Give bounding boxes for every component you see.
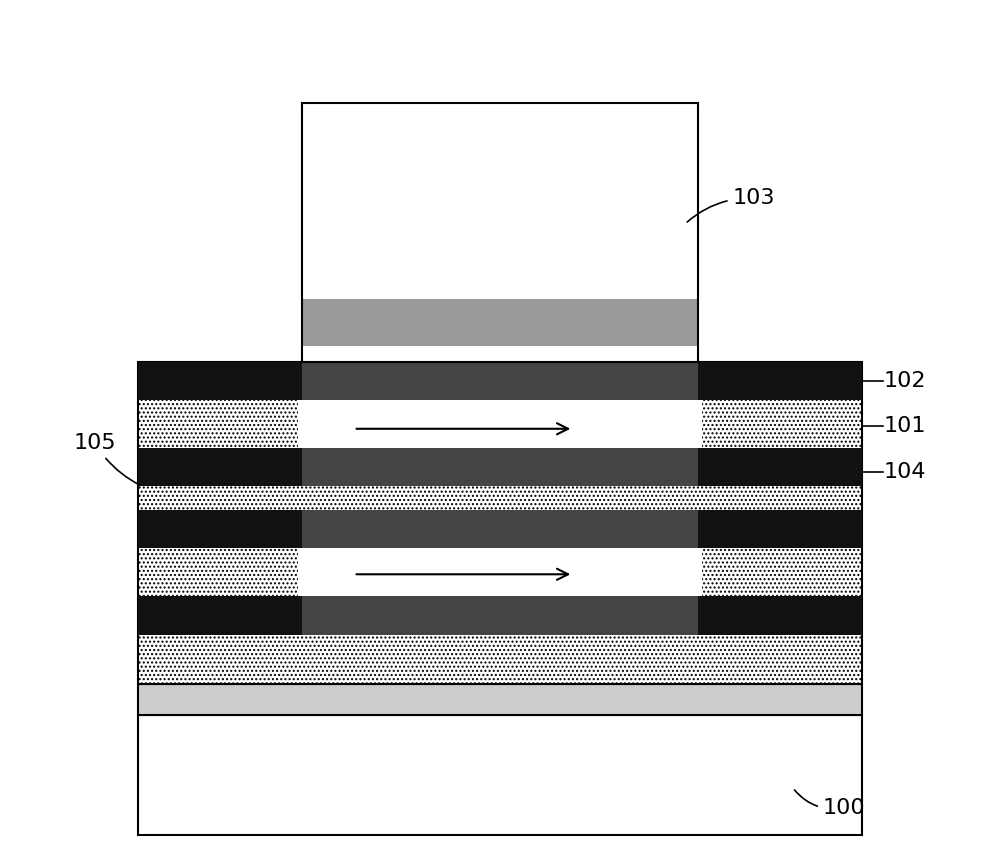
Bar (138, 684, 862, 715)
Bar (138, 596, 862, 635)
Bar (302, 362, 698, 400)
Bar (138, 362, 862, 684)
Bar (138, 510, 862, 548)
Text: 100: 100 (794, 790, 866, 818)
Text: 103: 103 (687, 188, 775, 222)
Bar (302, 596, 698, 635)
Bar (302, 299, 698, 346)
Bar (298, 542, 702, 607)
Bar (302, 344, 698, 362)
Bar (298, 396, 702, 461)
Bar (138, 448, 862, 486)
Bar (302, 103, 698, 125)
Bar (302, 448, 698, 486)
Text: 105: 105 (74, 433, 140, 486)
Bar (302, 103, 698, 299)
Bar (302, 510, 698, 548)
Text: 104: 104 (883, 461, 926, 482)
Bar (138, 362, 862, 400)
Bar (138, 715, 862, 835)
Text: 101: 101 (883, 416, 926, 437)
Bar (302, 103, 698, 362)
Text: 102: 102 (883, 370, 926, 391)
